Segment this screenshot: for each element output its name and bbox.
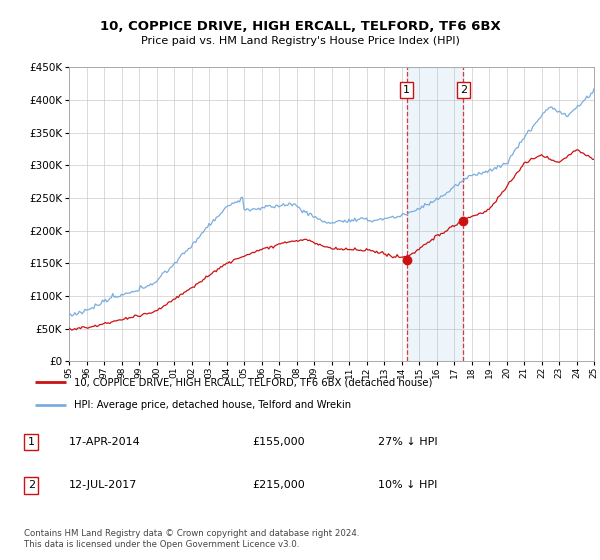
Text: 10, COPPICE DRIVE, HIGH ERCALL, TELFORD, TF6 6BX (detached house): 10, COPPICE DRIVE, HIGH ERCALL, TELFORD,… bbox=[74, 377, 433, 388]
Text: 2: 2 bbox=[460, 85, 467, 95]
Text: £215,000: £215,000 bbox=[252, 480, 305, 491]
Text: 12-JUL-2017: 12-JUL-2017 bbox=[69, 480, 137, 491]
Text: £155,000: £155,000 bbox=[252, 437, 305, 447]
Text: 27% ↓ HPI: 27% ↓ HPI bbox=[378, 437, 437, 447]
Text: Price paid vs. HM Land Registry's House Price Index (HPI): Price paid vs. HM Land Registry's House … bbox=[140, 36, 460, 46]
Text: 1: 1 bbox=[28, 437, 35, 447]
Bar bbox=[407, 67, 463, 361]
Text: Contains HM Land Registry data © Crown copyright and database right 2024.
This d: Contains HM Land Registry data © Crown c… bbox=[24, 529, 359, 549]
Text: 2: 2 bbox=[28, 480, 35, 491]
Text: 17-APR-2014: 17-APR-2014 bbox=[69, 437, 141, 447]
Text: 10% ↓ HPI: 10% ↓ HPI bbox=[378, 480, 437, 491]
Text: 10, COPPICE DRIVE, HIGH ERCALL, TELFORD, TF6 6BX: 10, COPPICE DRIVE, HIGH ERCALL, TELFORD,… bbox=[100, 20, 500, 32]
Text: HPI: Average price, detached house, Telford and Wrekin: HPI: Average price, detached house, Telf… bbox=[74, 400, 352, 410]
Text: 1: 1 bbox=[403, 85, 410, 95]
